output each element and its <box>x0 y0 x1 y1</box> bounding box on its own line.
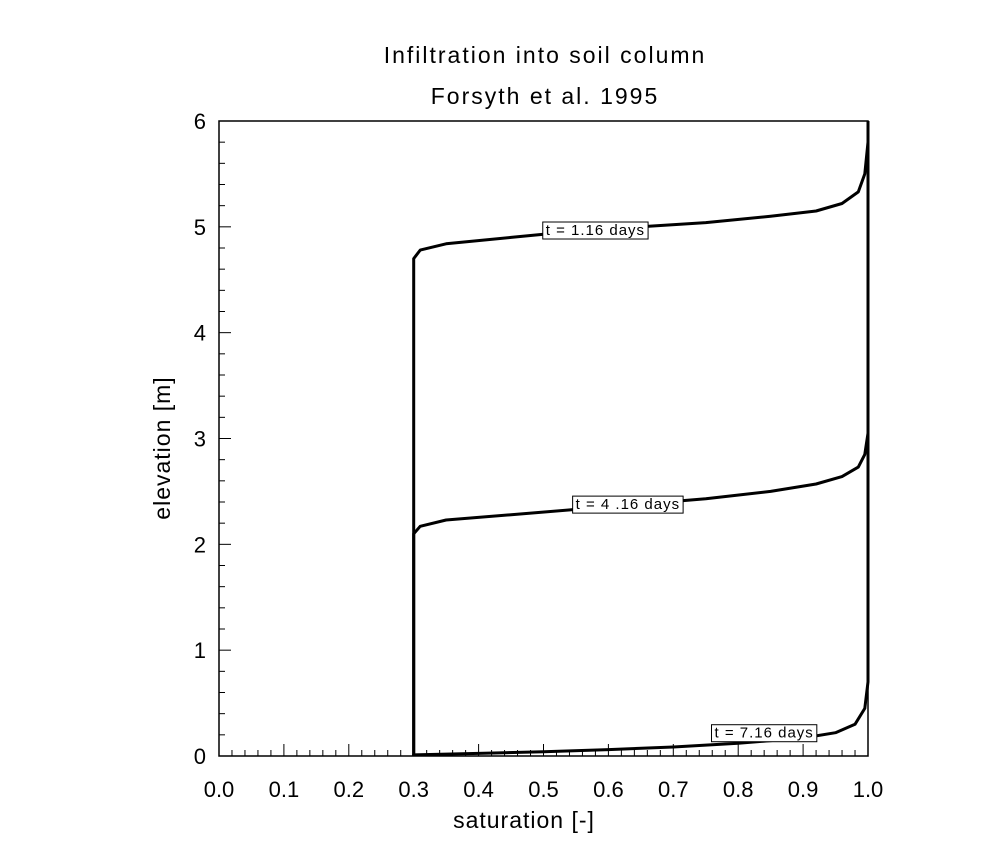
series-line-3 <box>412 121 870 757</box>
y-tick-label: 1 <box>194 638 206 663</box>
y-tick-label: 4 <box>194 321 206 346</box>
x-tick-label: 0.0 <box>204 777 235 802</box>
x-tick-label: 0.1 <box>269 777 300 802</box>
y-tick-label: 6 <box>194 109 206 134</box>
y-axis-label: elevation [m] <box>149 376 175 519</box>
axis-ticks <box>218 120 869 757</box>
series-labels: t = 1.16 days t = 4 .16 days t = 7.16 days <box>542 221 818 743</box>
y-tick-label: 5 <box>194 215 206 240</box>
chart-subtitle: Forsyth et al. 1995 <box>430 83 660 109</box>
chart-title: Infiltration into soil column <box>383 42 707 68</box>
x-tick-label: 0.8 <box>723 777 754 802</box>
x-tick-label: 0.6 <box>593 777 624 802</box>
series-curves <box>412 121 870 757</box>
x-tick-label: 0.4 <box>463 777 494 802</box>
y-tick-labels: 0 1 2 3 4 5 6 <box>194 109 206 769</box>
x-tick-label: 0.7 <box>658 777 689 802</box>
x-tick-label: 0.5 <box>528 777 559 802</box>
x-axis-label: saturation [-] <box>453 807 595 833</box>
y-tick-label: 2 <box>194 532 206 557</box>
series-label-1: t = 1.16 days <box>546 222 645 239</box>
series-label-box-2 <box>572 495 684 514</box>
x-tick-label: 0.9 <box>788 777 819 802</box>
series-label-3: t = 7.16 days <box>715 725 814 742</box>
x-tick-label: 0.2 <box>334 777 365 802</box>
y-tick-label: 0 <box>194 744 206 769</box>
series-label-2: t = 4 .16 days <box>576 496 680 513</box>
series-label-box-3 <box>711 724 818 743</box>
x-tick-labels: 0.0 0.1 0.2 0.3 0.4 0.5 0.6 0.7 0.8 0.9 1.0 <box>204 777 884 802</box>
series-line-2 <box>412 121 870 756</box>
x-tick-label: 0.3 <box>398 777 429 802</box>
plot-frame <box>218 120 869 757</box>
series-line-1 <box>412 121 870 756</box>
x-tick-label: 1.0 <box>853 777 884 802</box>
series-label-box-1 <box>542 221 649 240</box>
y-tick-label: 3 <box>194 427 206 452</box>
